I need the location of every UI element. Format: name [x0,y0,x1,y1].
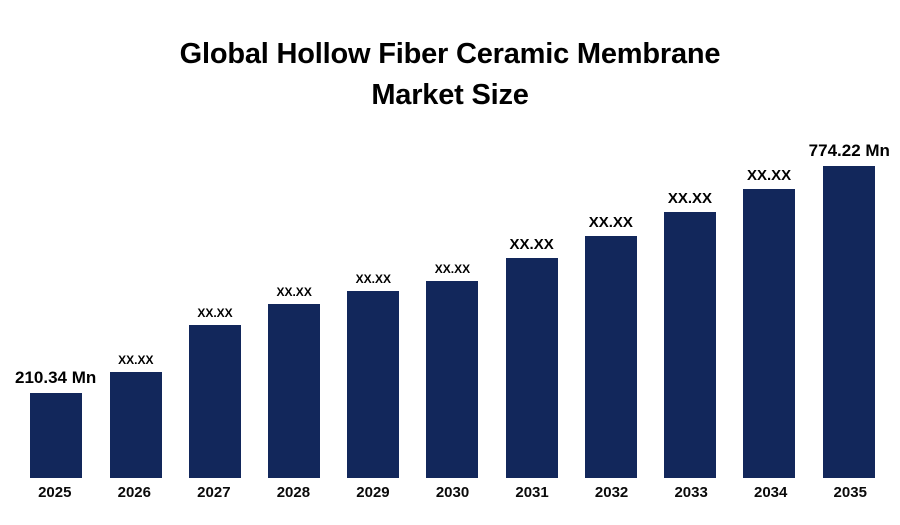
bar-group-2033: XX.XX [650,135,729,478]
bar-value-label-2028: XX.XX [276,285,312,299]
x-tick-2032: 2032 [594,484,629,501]
x-tick-2029: 2029 [356,484,390,501]
bar-value-label-2034: XX.XX [747,167,792,184]
bar-2034 [743,189,796,478]
bar-2027 [189,325,241,478]
plot-area: 210.34 Mn XX.XX XX.XX XX.XX XX.XX XX.XX XX.XX X… [15,135,890,478]
bar-group-2032: XX.XX [571,135,650,478]
bar-2026 [109,372,162,478]
x-tick-2031: 2031 [515,484,549,501]
bar-2030 [426,281,479,478]
bar-group-2035: 774.22 Mn [809,135,890,478]
x-tick-2030: 2030 [435,484,470,501]
bar-2033 [663,212,716,478]
chart-title-line1: Global Hollow Fiber Ceramic Membrane [179,38,721,70]
bar-value-label-2029: XX.XX [355,272,391,286]
bar-group-2034: XX.XX [730,135,809,478]
bar-group-2030: XX.XX [413,135,492,478]
bar-2028 [268,304,321,478]
x-tick-2034: 2034 [754,484,788,501]
bar-value-label-2027: XX.XX [197,306,233,320]
bar-group-2027: XX.XX [175,135,254,478]
x-tick-2025: 2025 [38,484,72,501]
bar-group-2029: XX.XX [334,135,413,478]
bar-value-label-2030: XX.XX [434,262,471,276]
bar-value-label-2025: 210.34 Mn [15,368,97,387]
bar-value-label-2026: XX.XX [118,353,154,367]
chart-title: Global Hollow Fiber Ceramic Membrane Mar… [0,34,900,115]
bar-2029 [347,291,400,478]
bar-2025 [29,393,82,478]
x-tick-2028: 2028 [276,484,311,501]
bar-group-2025: 210.34 Mn [15,135,96,478]
bar-value-label-2031: XX.XX [509,236,554,253]
chart-title-line2: Market Size [371,78,529,111]
bar-group-2026: XX.XX [96,135,175,478]
bar-value-label-2035: 774.22 Mn [808,141,890,160]
bar-value-label-2033: XX.XX [667,190,713,207]
bar-2035 [823,166,876,478]
x-tick-2027: 2027 [197,484,231,501]
bar-value-label-2032: XX.XX [588,214,633,231]
bar-group-2031: XX.XX [492,135,571,478]
x-axis: 2025 2026 2027 2028 2029 2030 2031 2032 2033 2034… [15,484,890,501]
x-tick-2033: 2033 [674,484,708,501]
x-tick-2035: 2035 [833,484,867,501]
bar-2032 [584,236,637,478]
x-tick-2026: 2026 [117,484,151,501]
bar-2031 [505,258,558,478]
bar-group-2028: XX.XX [255,135,334,478]
